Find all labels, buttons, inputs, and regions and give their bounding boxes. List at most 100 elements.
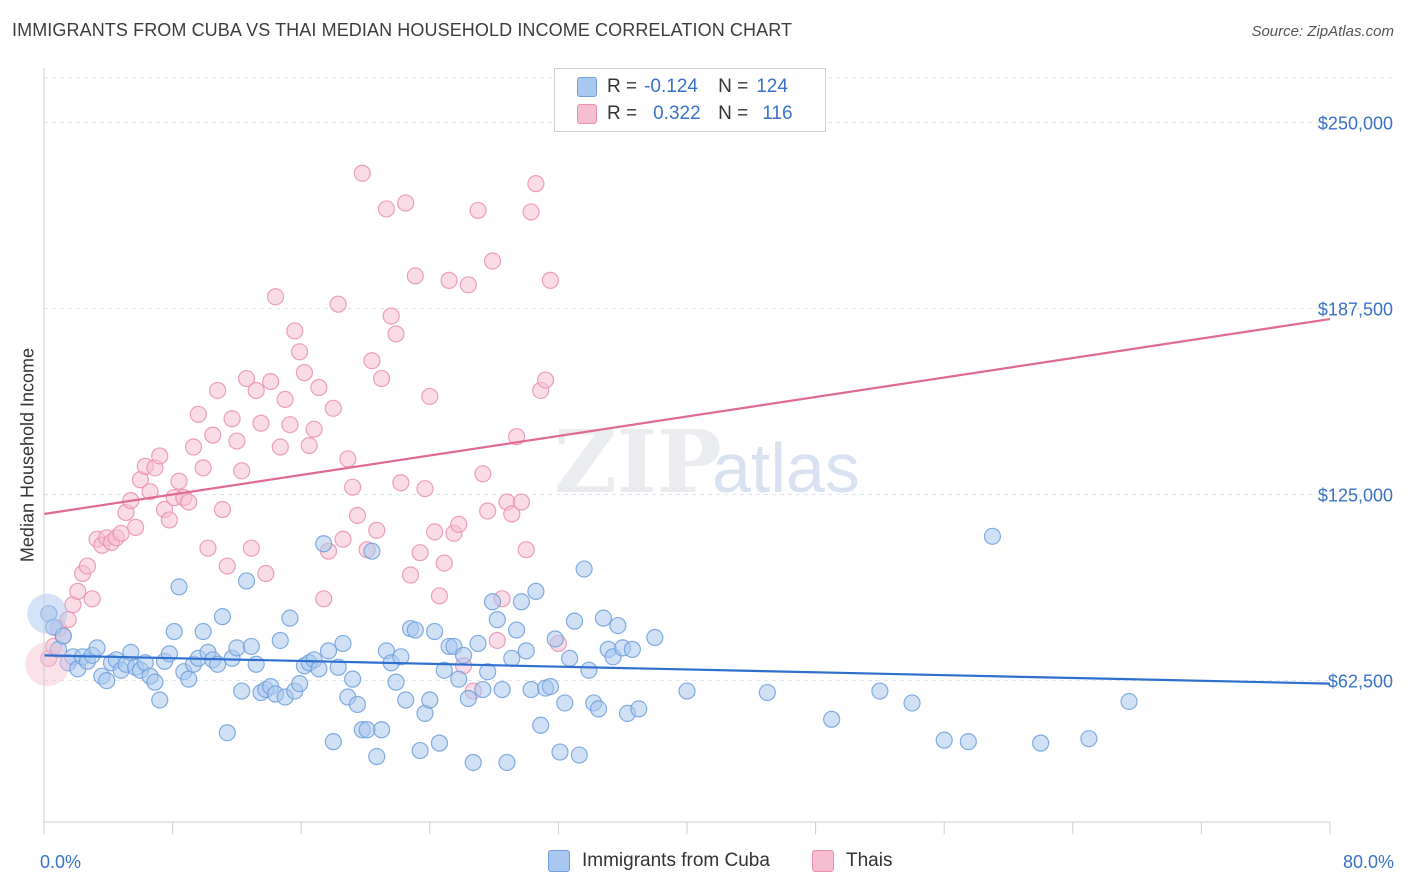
r-label: R = bbox=[607, 103, 638, 124]
y-axis-label: Median Household Income bbox=[17, 347, 38, 563]
chart-title: IMMIGRANTS FROM CUBA VS THAI MEDIAN HOUS… bbox=[12, 20, 793, 40]
legend-label-thais: Thais bbox=[846, 850, 893, 871]
cuba-point bbox=[871, 682, 889, 700]
thai-point bbox=[112, 524, 130, 542]
cuba-point bbox=[233, 682, 251, 700]
thai-point bbox=[160, 511, 178, 529]
cuba-point bbox=[363, 542, 381, 560]
thai-point bbox=[406, 267, 424, 285]
legend-item-cuba[interactable]: Immigrants from Cuba bbox=[548, 850, 770, 872]
cuba-point bbox=[541, 677, 559, 696]
thai-point bbox=[430, 587, 449, 605]
cuba-point bbox=[570, 746, 588, 764]
cuba-point bbox=[242, 637, 260, 656]
cuba-point bbox=[532, 716, 550, 734]
cuba-point bbox=[329, 658, 347, 676]
cuba-point bbox=[479, 663, 497, 681]
thai-point bbox=[257, 564, 275, 583]
thai-point bbox=[397, 194, 415, 212]
thai-point bbox=[25, 642, 70, 687]
thai-point bbox=[266, 288, 285, 306]
y-tick-label: $125,000 bbox=[1318, 486, 1393, 506]
n-label: N = bbox=[718, 76, 749, 97]
cuba-point bbox=[88, 639, 106, 657]
cuba-point bbox=[469, 634, 487, 653]
cuba-point bbox=[474, 680, 492, 699]
cuba-point bbox=[450, 670, 468, 688]
thai-point bbox=[228, 432, 246, 450]
thai-point bbox=[512, 493, 531, 511]
cuba-point bbox=[678, 682, 696, 700]
thai-point bbox=[416, 480, 434, 498]
cuba-point bbox=[959, 733, 977, 751]
thai-point bbox=[401, 566, 420, 584]
cuba-point bbox=[508, 621, 526, 639]
cuba-point bbox=[1080, 730, 1098, 748]
thai-point bbox=[353, 164, 371, 182]
legend-row-cuba: R = -0.124 N = 124 bbox=[577, 75, 788, 99]
thai-point bbox=[242, 539, 260, 557]
r-value: -0.124 bbox=[644, 76, 698, 97]
thai-point bbox=[522, 203, 540, 221]
n-value: 116 bbox=[762, 103, 793, 124]
thai-point bbox=[435, 554, 453, 572]
cuba-point bbox=[218, 724, 236, 742]
thai-point bbox=[290, 343, 309, 361]
cuba-point bbox=[319, 642, 338, 660]
cuba-point bbox=[368, 747, 386, 766]
cuba-point bbox=[527, 582, 545, 600]
cuba-point bbox=[426, 622, 444, 641]
thai-point bbox=[310, 378, 328, 397]
cuba-point bbox=[281, 609, 299, 627]
y-tick-label: $62,500 bbox=[1328, 672, 1393, 692]
thai-point bbox=[281, 416, 299, 434]
y-tick-label: $187,500 bbox=[1318, 300, 1393, 320]
thai-point bbox=[334, 530, 352, 548]
cuba-point bbox=[561, 649, 579, 667]
thai-point bbox=[247, 381, 265, 400]
thai-point bbox=[508, 428, 526, 446]
cuba-point bbox=[464, 753, 482, 772]
legend-row-thais: R = 0.322 N = 116 bbox=[577, 102, 793, 126]
r-value: 0.322 bbox=[653, 103, 701, 124]
cuba-point bbox=[146, 673, 164, 691]
n-label: N = bbox=[718, 103, 749, 124]
correlation-legend: R = -0.124 N = 124 R = 0.322 N = 116 bbox=[554, 68, 826, 132]
thai-point bbox=[237, 369, 256, 388]
cuba-point bbox=[483, 593, 502, 611]
thai-point bbox=[483, 252, 502, 270]
trend-layer bbox=[43, 317, 1331, 685]
thai-point bbox=[252, 414, 270, 432]
legend-swatch-blue bbox=[577, 77, 597, 97]
cuba-point bbox=[609, 616, 627, 635]
thai-point bbox=[372, 369, 391, 388]
cuba-point bbox=[454, 646, 473, 664]
legend-item-thais[interactable]: Thais bbox=[812, 850, 892, 872]
thai-point bbox=[411, 544, 429, 562]
thai-point bbox=[517, 541, 535, 559]
cuba-point bbox=[237, 572, 256, 590]
legend-swatch-pink bbox=[577, 104, 597, 124]
cuba-point bbox=[594, 609, 613, 627]
thai-point bbox=[368, 521, 386, 539]
thai-point bbox=[536, 371, 555, 389]
cuba-point bbox=[213, 608, 232, 626]
cuba-point bbox=[98, 672, 116, 690]
cuba-point bbox=[493, 680, 511, 699]
y-tick-label: $250,000 bbox=[1318, 114, 1393, 134]
thai-point bbox=[127, 518, 145, 536]
thai-point bbox=[392, 474, 410, 492]
thai-trend-line bbox=[43, 317, 1331, 516]
watermark-zip: ZIP bbox=[554, 412, 722, 513]
cuba-point bbox=[1120, 692, 1138, 711]
axis-layer: $62,500 $125,000 $187,500 $250,000 bbox=[43, 68, 1393, 834]
thai-point bbox=[276, 390, 294, 409]
thai-point bbox=[459, 276, 477, 294]
cuba-point bbox=[983, 527, 1002, 545]
cuba-point bbox=[1032, 734, 1050, 752]
cuba-point bbox=[512, 593, 531, 611]
thai-point bbox=[223, 410, 241, 428]
thai-point bbox=[329, 295, 347, 313]
cuba-point bbox=[758, 683, 776, 702]
